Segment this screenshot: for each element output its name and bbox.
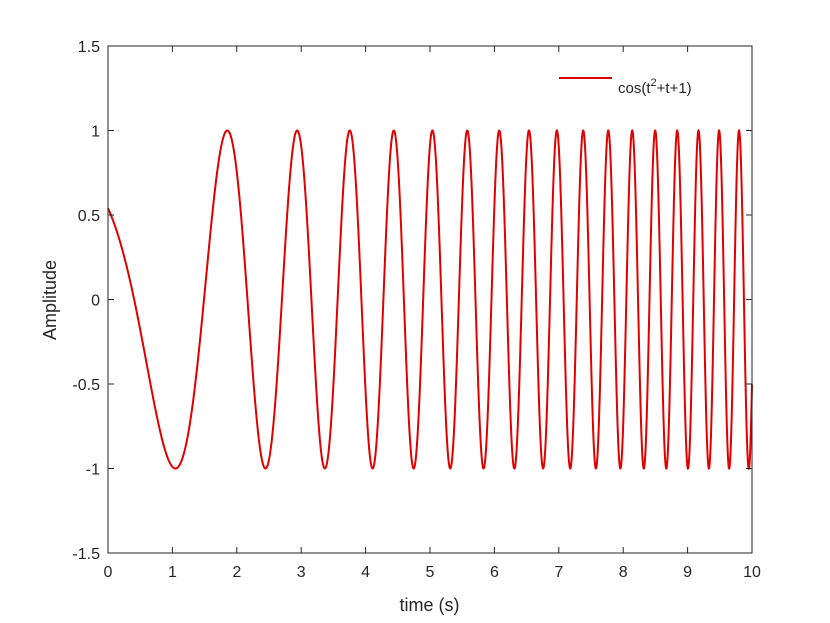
x-tick-label: 8 [619,564,628,581]
legend-label-rest: +t+1) [657,80,692,97]
y-tick-label: 0.5 [78,208,100,225]
series-line [107,129,753,471]
x-tick-label: 10 [743,564,761,581]
legend: cos(t2+t+1) [559,77,692,97]
y-tick-label: 1.5 [78,39,100,56]
plot-area [107,129,753,471]
x-axis-label: time (s) [400,595,460,615]
y-tick-label: -1.5 [72,546,100,563]
x-tick-label: 0 [104,564,113,581]
x-tick-label: 2 [232,564,241,581]
y-axis: -1.5 -1 -0.5 0 0.5 1 1.5 [72,39,752,563]
x-tick-label: 7 [554,564,563,581]
legend-label: cos(t2+t+1) [618,77,692,97]
x-tick-label: 6 [490,564,499,581]
x-tick-label: 1 [168,564,177,581]
y-tick-label: -0.5 [72,377,100,394]
legend-label-base: cos(t [618,80,651,97]
y-axis-label: Amplitude [40,260,60,340]
y-tick-label: -1 [86,462,100,479]
y-tick-label: 1 [91,124,100,141]
y-tick-label: 0 [91,293,100,310]
x-tick-label: 4 [361,564,370,581]
x-tick-label: 9 [683,564,692,581]
x-axis: 0 1 2 3 4 5 6 7 8 9 10 [104,46,761,581]
x-tick-label: 5 [426,564,435,581]
x-tick-label: 3 [297,564,306,581]
legend-label-superscript: 2 [651,77,657,89]
